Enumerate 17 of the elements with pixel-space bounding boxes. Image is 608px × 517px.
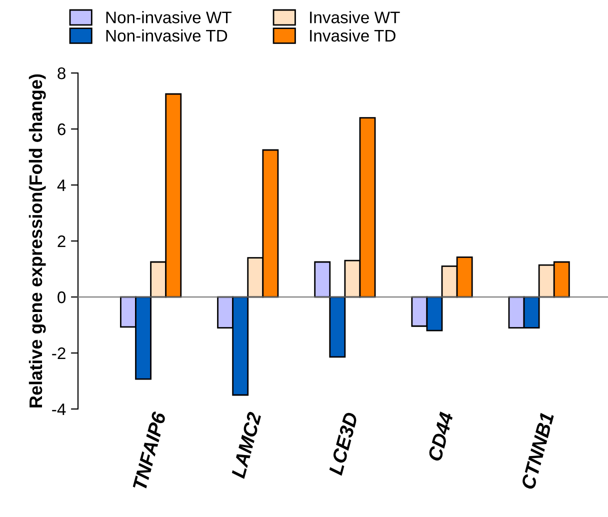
y-tick-label: 2 — [58, 235, 66, 248]
legend-label: Non-invasive TD — [106, 29, 228, 42]
y-tick-label: -2 — [52, 347, 66, 360]
y-tick-label: 6 — [58, 123, 66, 136]
legend-label: Invasive TD — [310, 29, 396, 42]
y-tick-label: 0 — [58, 291, 66, 304]
x-tick-label: LAMC2 — [231, 411, 262, 479]
x-tick-label: TNFAIP6 — [132, 410, 166, 490]
x-tick-label: CTNNB1 — [520, 412, 554, 490]
y-tick-label: -4 — [52, 404, 66, 416]
y-tick-label: 4 — [57, 180, 66, 192]
y-tick-label: 8 — [58, 67, 66, 80]
x-tick-label: LCE3D — [328, 412, 358, 476]
y-axis-title: Relative gene expression(Fold change) — [28, 74, 46, 408]
legend-label: Non-invasive WT — [106, 11, 232, 24]
x-tick-label: CD44 — [428, 411, 454, 462]
legend-label: Invasive WT — [310, 11, 400, 24]
